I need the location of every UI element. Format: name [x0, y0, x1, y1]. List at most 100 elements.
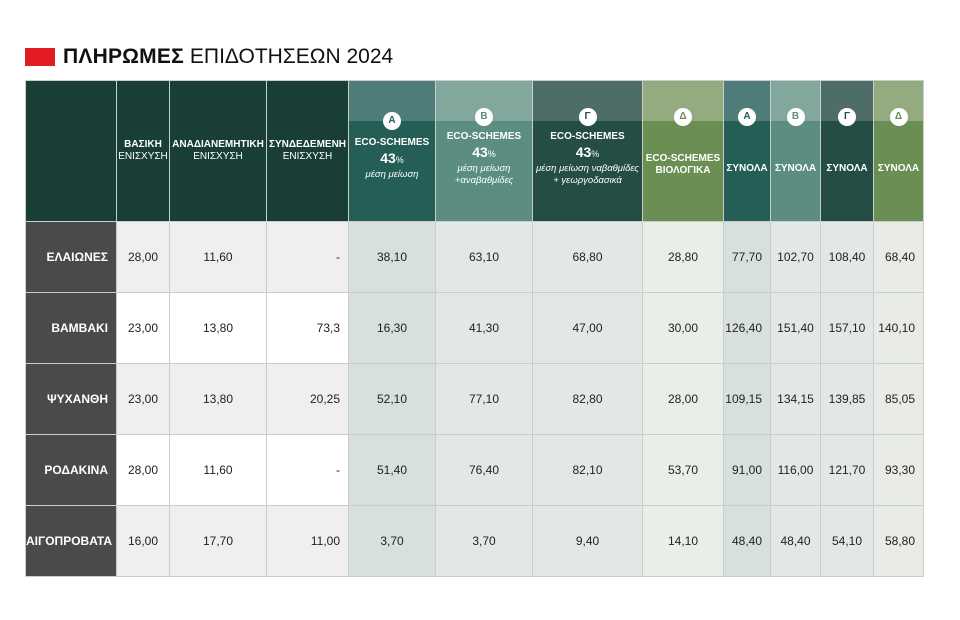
table-cell: 77,10	[435, 363, 533, 435]
badge-c-icon: Γ	[838, 108, 856, 126]
badge-a-icon: Α	[738, 108, 756, 126]
table-cell: 28,00	[642, 363, 724, 435]
table-cell: -	[266, 221, 349, 293]
table-cell: 16,00	[116, 505, 170, 577]
row-label: ΒΑΜΒΑΚΙ	[25, 292, 117, 364]
badge-d-icon: Δ	[889, 108, 908, 126]
header-label: ΣΥΝΟΛΑ	[774, 163, 817, 174]
badge-d-icon: Δ	[674, 108, 692, 126]
table-cell: 53,70	[642, 434, 724, 506]
header-label: ΣΥΝΟΛΑ	[877, 163, 920, 174]
header-eco-c: Γ ECO-SCHEMES 43% μέση μείωση ναβαθμίδες…	[532, 80, 643, 222]
title-light: ΕΠΙΔΟΤΗΣΕΩΝ 2024	[189, 45, 394, 68]
subsidy-table: ΒΑΣΙΚΗ ΕΝΙΣΧΥΣΗ ΑΝΑΔΙΑΝΕΜΗΤΙΚΗ ΕΝΙΣΧΥΣΗ …	[25, 80, 924, 577]
table-cell: 157,10	[820, 292, 874, 364]
header-total-b: Β ΣΥΝΟΛΑ	[770, 80, 821, 222]
table-cell: 16,30	[348, 292, 436, 364]
header-label: ΑΝΑΔΙΑΝΕΜΗΤΙΚΗ	[172, 139, 264, 150]
header-sublabel: ΕΝΙΣΧΥΣΗ	[282, 151, 333, 162]
header-coupled: ΣΥΝΔΕΔΕΜΕΝΗ ΕΝΙΣΧΥΣΗ	[266, 80, 349, 222]
header-redistributive: ΑΝΑΔΙΑΝΕΜΗΤΙΚΗ ΕΝΙΣΧΥΣΗ	[169, 80, 267, 222]
table-cell: 151,40	[770, 292, 821, 364]
table-cell: 73,3	[266, 292, 349, 364]
header-label: ECO-SCHEMES	[645, 153, 721, 164]
header-desc: μέση μείωση ναβαθμίδες	[536, 163, 639, 174]
table-cell: 82,80	[532, 363, 643, 435]
table-cell: 85,05	[873, 363, 924, 435]
table-cell: 23,00	[116, 292, 170, 364]
table-cell: 93,30	[873, 434, 924, 506]
row-label: ΑΙΓΟΠΡΟΒΑΤΑ	[25, 505, 117, 577]
row-label: ΨΥΧΑΝΘΗ	[25, 363, 117, 435]
table-cell: 47,00	[532, 292, 643, 364]
table-cell: 134,15	[770, 363, 821, 435]
table-cell: 139,85	[820, 363, 874, 435]
header-total-a: Α ΣΥΝΟΛΑ	[723, 80, 771, 222]
table-cell: 41,30	[435, 292, 533, 364]
badge-c-icon: Γ	[578, 108, 597, 126]
table-cell: -	[266, 434, 349, 506]
table-cell: 3,70	[348, 505, 436, 577]
table-cell: 68,80	[532, 221, 643, 293]
table-cell: 38,10	[348, 221, 436, 293]
table-row: ΒΑΜΒΑΚΙ 23,00 13,80 73,3 16,30 41,30 47,00 30,0…	[25, 292, 924, 364]
table-cell: 14,10	[642, 505, 724, 577]
badge-b-icon: Β	[786, 108, 805, 126]
row-label: ΕΛΑΙΩΝΕΣ	[25, 221, 117, 293]
table-cell: 140,10	[873, 292, 924, 364]
header-label: ΒΑΣΙΚΗ	[124, 139, 162, 150]
header-sublabel: ΕΝΙΣΧΥΣΗ	[118, 151, 168, 162]
header-eco-d: Δ ECO-SCHEMES ΒΙΟΛΟΓΙΚΑ	[642, 80, 724, 222]
title-bold: ΠΛΗΡΩΜΕΣ	[63, 45, 184, 68]
header-sublabel: ΕΝΙΣΧΥΣΗ	[193, 151, 243, 162]
table-cell: 23,00	[116, 363, 170, 435]
table-cell: 108,40	[820, 221, 874, 293]
header-percent: 43%	[575, 144, 600, 160]
header-percent: 43%	[380, 150, 404, 166]
corner-header	[25, 80, 117, 222]
header-percent: 43%	[472, 144, 496, 160]
header-desc: + γεωργοδασικά	[553, 175, 622, 186]
table-cell: 48,40	[770, 505, 821, 577]
header-label: ΣΥΝΟΛΑ	[726, 163, 768, 174]
table-cell: 126,40	[723, 292, 771, 364]
table-cell: 3,70	[435, 505, 533, 577]
table-cell: 102,70	[770, 221, 821, 293]
header-desc: μέση μείωση	[457, 163, 511, 174]
header-label: ΣΥΝΔΕΔΕΜΕΝΗ	[268, 139, 347, 150]
header-eco-b: Β ECO-SCHEMES 43% μέση μείωση +αναβαθμίδ…	[435, 80, 533, 222]
table-cell: 121,70	[820, 434, 874, 506]
table-cell: 28,80	[642, 221, 724, 293]
header-eco-a: Α ECO-SCHEMES 43% μέση μείωση	[348, 80, 436, 222]
red-bar-icon	[25, 48, 55, 66]
table-cell: 11,60	[169, 221, 267, 293]
row-label: ΡΟΔΑΚΙΝΑ	[25, 434, 117, 506]
table-row: ΡΟΔΑΚΙΝΑ 28,00 11,60-51,40 76,40 82,10 53,70 9…	[25, 434, 924, 506]
table-cell: 82,10	[532, 434, 643, 506]
table-cell: 11,60	[169, 434, 267, 506]
header-label: ECO-SCHEMES	[354, 137, 430, 148]
table-cell: 28,00	[116, 434, 170, 506]
table-cell: 9,40	[532, 505, 643, 577]
table-row: ΑΙΓΟΠΡΟΒΑΤΑ 16,00 17,70 11,00 3,70 3,70 9,40 14…	[25, 505, 924, 577]
table-cell: 48,40	[723, 505, 771, 577]
page-title: ΠΛΗΡΩΜΕΣ ΕΠΙΔΟΤΗΣΕΩΝ 2024	[25, 42, 393, 72]
table-cell: 20,25	[266, 363, 349, 435]
table-cell: 68,40	[873, 221, 924, 293]
badge-a-icon: Α	[383, 112, 401, 130]
table-cell: 17,70	[169, 505, 267, 577]
header-label: ECO-SCHEMES	[550, 131, 625, 142]
table-cell: 76,40	[435, 434, 533, 506]
header-total-d: Δ ΣΥΝΟΛΑ	[873, 80, 924, 222]
header-basic: ΒΑΣΙΚΗ ΕΝΙΣΧΥΣΗ	[116, 80, 170, 222]
badge-b-icon: Β	[475, 108, 493, 126]
table-cell: 109,15	[723, 363, 771, 435]
header-desc: +αναβαθμίδες	[454, 175, 514, 186]
table-row: ΨΥΧΑΝΘΗ 23,00 13,80 20,25 52,10 77,10 82,80 28,…	[25, 363, 924, 435]
table-cell: 28,00	[116, 221, 170, 293]
header-desc: μέση μείωση	[365, 169, 419, 180]
table-cell: 63,10	[435, 221, 533, 293]
header-total-c: Γ ΣΥΝΟΛΑ	[820, 80, 874, 222]
table-cell: 11,00	[266, 505, 349, 577]
table-cell: 77,70	[723, 221, 771, 293]
